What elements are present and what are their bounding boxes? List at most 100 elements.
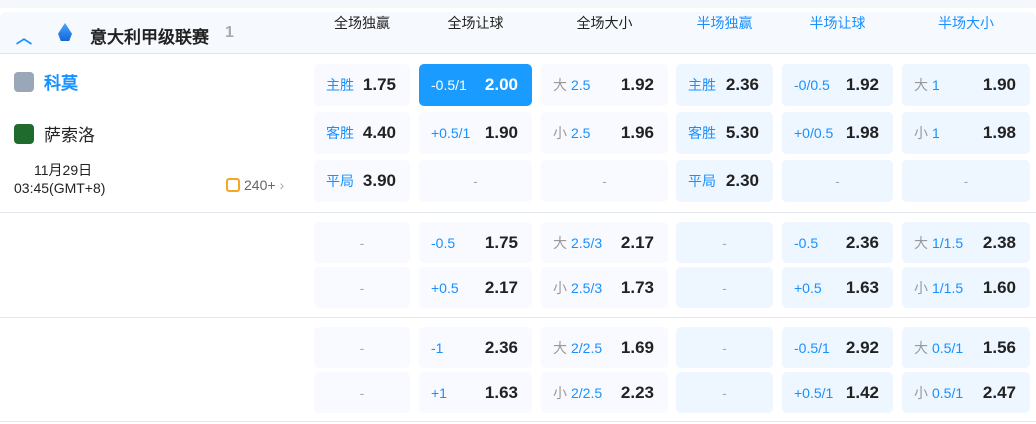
line-value: 2/2.5 [571,384,603,401]
empty-odds: - [722,234,727,251]
odds-label: -0.5/1 [794,339,830,356]
odds-cell-ft-handicap[interactable]: +1 1.63 [419,372,532,413]
odds-cell-ht-total[interactable]: 大 1 1.90 [902,64,1030,106]
odds-label: +1 [431,384,447,401]
home-team-name: 科莫 [44,74,78,93]
odds-cell-ht-handicap[interactable]: -0.5 2.36 [782,222,893,263]
odds-cell-ht-1x2: - [676,222,773,263]
odds-value: 2.38 [982,232,1016,252]
odds-cell-ft-1x2[interactable]: 客胜 4.40 [314,112,410,154]
odds-cell-ht-handicap[interactable]: +0/0.5 1.98 [782,112,893,154]
odds-cell-ht-handicap[interactable]: -0/0.5 1.92 [782,64,893,106]
over-under-side: 大 [914,234,928,251]
away-team[interactable]: 萨索洛 [14,121,95,146]
odds-cell-ht-handicap[interactable]: +0.5/1 1.42 [782,372,893,413]
odds-cell-ft-total[interactable]: 大 2.5 1.92 [541,64,668,106]
odds-cell-ft-handicap[interactable]: -1 2.36 [419,327,532,368]
odds-cell-ft-handicap[interactable]: +0.5/1 1.90 [419,112,532,154]
odds-cell-ht-total[interactable]: 小 0.5/1 2.47 [902,372,1030,413]
match-time: 11月29日 03:45(GMT+8) [14,161,105,197]
odds-label: 主胜 [688,77,716,93]
odds-label: -0.5/1 [431,77,467,93]
empty-odds: - [722,339,727,356]
odds-value: 2.00 [484,75,518,94]
odds-label: +0.5/1 [431,125,471,141]
odds-cell-ht-total[interactable]: 大 0.5/1 1.56 [902,327,1030,368]
odds-value: 1.42 [845,382,879,402]
odds-label: 客胜 [326,125,354,141]
empty-odds: - [359,279,365,296]
odds-label: +0.5 [431,279,459,296]
league-match-count: 1 [225,24,234,41]
odds-cell-ft-total[interactable]: 小 2.5 1.96 [541,112,668,154]
odds-value: 2.36 [484,337,518,357]
odds-cell-ht-1x2: - [676,267,773,308]
column-header-ht-handicap: 半场让球 [809,15,866,31]
divider [0,212,1036,213]
odds-cell-ht-total[interactable]: 大 1/1.5 2.38 [902,222,1030,263]
odds-cell-ft-handicap[interactable]: +0.5 2.17 [419,267,532,308]
odds-label: 大 0.5/1 [914,338,963,358]
odds-value: 5.30 [725,123,759,142]
odds-label: 大 2.5 [553,75,590,95]
odds-value: 1.98 [982,123,1016,142]
odds-cell-ht-total[interactable]: 小 1 1.98 [902,112,1030,154]
odds-cell-ft-1x2[interactable]: 平局 3.90 [314,160,410,202]
line-value: 0.5/1 [932,339,964,356]
line-value: 2.5/3 [571,234,603,251]
odds-cell-ft-handicap[interactable]: -0.5/1 2.00 [419,64,532,106]
more-markets-link[interactable]: 240+ › [226,177,284,193]
odds-cell-ht-total[interactable]: 小 1/1.5 1.60 [902,267,1030,308]
odds-label: 小 0.5/1 [914,383,963,403]
odds-cell-ft-total[interactable]: 大 2/2.5 1.69 [541,327,668,368]
home-team[interactable]: 科莫 [14,69,78,94]
empty-odds: - [602,173,607,189]
away-team-name: 萨索洛 [44,126,95,145]
over-under-side: 大 [914,77,928,93]
odds-value: 1.92 [845,75,879,94]
odds-label: +0.5 [794,279,822,296]
odds-value: 2.17 [484,277,518,297]
odds-cell-ft-1x2[interactable]: 主胜 1.75 [314,64,410,106]
odds-cell-ft-handicap[interactable]: -0.5 1.75 [419,222,532,263]
odds-cell-ht-1x2[interactable]: 平局 2.30 [676,160,773,202]
odds-cell-ht-1x2[interactable]: 客胜 5.30 [676,112,773,154]
empty-odds: - [963,173,969,189]
odds-cell-ft-total[interactable]: 小 2.5/3 1.73 [541,267,668,308]
odds-value: 2.30 [725,171,759,190]
match-clock: 03:45(GMT+8) [14,180,106,196]
over-under-side: 大 [553,234,567,251]
line-value: 2.5 [571,77,591,93]
odds-cell-ht-handicap[interactable]: -0.5/1 2.92 [782,327,893,368]
league-header[interactable]: ︿ 意大利甲级联赛 1 [0,12,1036,54]
odds-value: 1.63 [845,277,879,297]
column-header-ft-handicap: 全场让球 [447,15,504,31]
over-under-side: 大 [553,339,567,356]
odds-label: 平局 [688,173,716,189]
line-value: 1 [932,77,940,93]
odds-cell-ht-handicap[interactable]: +0.5 1.63 [782,267,893,308]
chevron-right-icon: › [279,177,285,193]
odds-cell-ht-handicap: - [782,160,893,202]
divider [0,421,1036,422]
odds-value: 1.75 [362,75,396,94]
league-name: 意大利甲级联赛 [90,28,209,47]
empty-odds: - [722,279,727,296]
line-value: 1/1.5 [932,234,964,251]
over-under-side: 小 [914,279,928,296]
odds-value: 1.69 [620,337,654,357]
chevron-up-icon[interactable]: ︿ [16,30,33,47]
odds-label: 小 2.5/3 [553,278,602,298]
line-value: 2.5/3 [571,279,603,296]
line-value: 1/1.5 [932,279,964,296]
odds-label: -0.5 [794,234,819,251]
odds-label: -0.5 [431,234,456,251]
match-date: 11月29日 [34,162,93,178]
odds-cell-ht-total: - [902,160,1030,202]
empty-odds: - [835,173,840,189]
more-markets-count: 240+ [244,177,276,193]
odds-cell-ft-total[interactable]: 小 2/2.5 2.23 [541,372,668,413]
odds-cell-ht-1x2[interactable]: 主胜 2.36 [676,64,773,106]
odds-cell-ft-total[interactable]: 大 2.5/3 2.17 [541,222,668,263]
odds-cell-ft-1x2: - [314,372,410,413]
